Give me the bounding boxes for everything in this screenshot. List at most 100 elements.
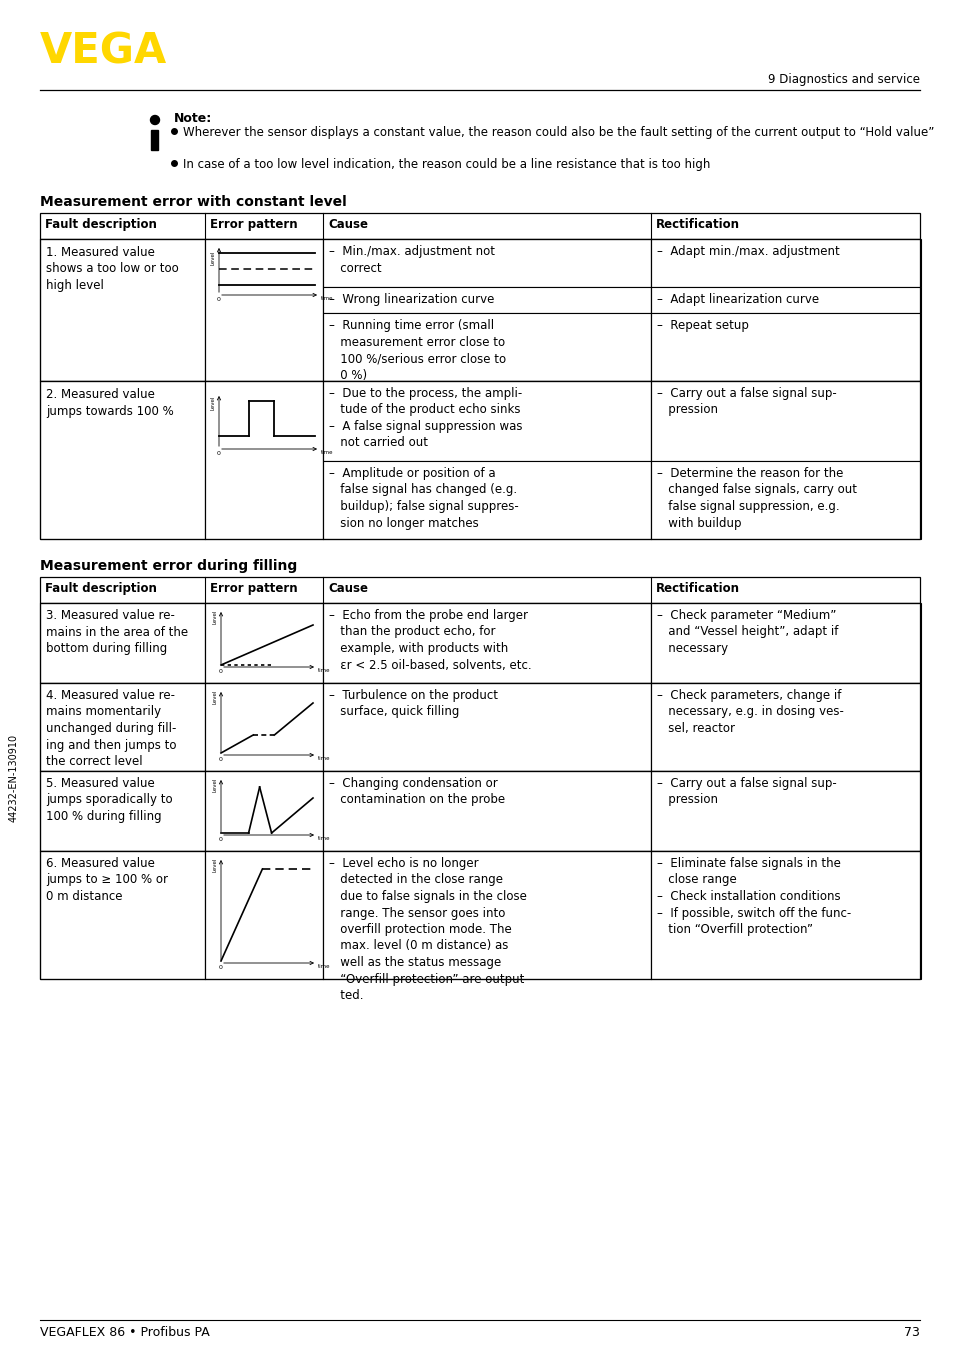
Bar: [205, 380, 323, 539]
Text: VEGA: VEGA: [40, 30, 167, 72]
Text: Level: Level: [213, 779, 218, 792]
Text: Rectification: Rectification: [656, 582, 740, 594]
Text: 0: 0: [217, 297, 221, 302]
Bar: [205, 770, 323, 852]
Text: Level: Level: [213, 858, 218, 872]
Text: time: time: [317, 668, 330, 673]
Text: –  Running time error (small
   measurement error close to
   100 %/serious erro: – Running time error (small measurement …: [329, 320, 506, 382]
Text: VEGAFLEX 86 • Profibus PA: VEGAFLEX 86 • Profibus PA: [40, 1326, 210, 1339]
Bar: [323, 313, 650, 380]
Text: time: time: [320, 450, 334, 455]
Bar: [650, 682, 920, 770]
Text: Fault description: Fault description: [45, 582, 156, 594]
Bar: [40, 240, 919, 380]
Bar: [650, 770, 920, 852]
Text: –  Adapt min./max. adjustment: – Adapt min./max. adjustment: [657, 245, 839, 259]
Text: Cause: Cause: [328, 582, 368, 594]
Bar: [650, 240, 920, 287]
Text: 73: 73: [903, 1326, 919, 1339]
Bar: [40, 682, 205, 770]
Text: Error pattern: Error pattern: [210, 582, 297, 594]
Bar: [205, 682, 323, 770]
Text: 4. Measured value re-
mains momentarily
unchanged during fill-
ing and then jump: 4. Measured value re- mains momentarily …: [46, 689, 176, 768]
Text: time: time: [317, 964, 330, 969]
Text: –  Carry out a false signal sup-
   pression: – Carry out a false signal sup- pression: [657, 777, 836, 807]
Bar: [650, 287, 920, 313]
Bar: [40, 603, 919, 682]
Bar: [323, 380, 650, 460]
Bar: [323, 240, 650, 287]
Text: Measurement error with constant level: Measurement error with constant level: [40, 195, 346, 209]
Text: Cause: Cause: [328, 218, 368, 232]
Text: 0: 0: [219, 837, 223, 842]
Text: 0: 0: [219, 965, 223, 969]
Bar: [650, 852, 920, 979]
Text: In case of a too low level indication, the reason could be a line resistance tha: In case of a too low level indication, t…: [183, 158, 710, 171]
Text: Note:: Note:: [173, 112, 212, 125]
Bar: [40, 577, 919, 603]
Bar: [650, 460, 920, 539]
Bar: [40, 240, 205, 380]
Text: 3. Measured value re-
mains in the area of the
bottom during filling: 3. Measured value re- mains in the area …: [46, 609, 188, 655]
Bar: [205, 603, 323, 682]
Bar: [323, 770, 650, 852]
Text: –  Due to the process, the ampli-
   tude of the product echo sinks
–  A false s: – Due to the process, the ampli- tude of…: [329, 387, 522, 450]
Bar: [40, 770, 919, 852]
Bar: [40, 213, 919, 240]
Text: –  Eliminate false signals in the
   close range
–  Check installation condition: – Eliminate false signals in the close r…: [657, 857, 850, 936]
Text: –  Check parameter “Medium”
   and “Vessel height”, adapt if
   necessary: – Check parameter “Medium” and “Vessel h…: [657, 609, 838, 655]
Text: Rectification: Rectification: [656, 218, 740, 232]
Bar: [205, 240, 323, 380]
Text: –  Repeat setup: – Repeat setup: [657, 320, 748, 332]
Text: –  Changing condensation or
   contamination on the probe: – Changing condensation or contamination…: [329, 777, 504, 807]
Text: Wherever the sensor displays a constant value, the reason could also be the faul: Wherever the sensor displays a constant …: [183, 126, 933, 139]
Text: –  Check parameters, change if
   necessary, e.g. in dosing ves-
   sel, reactor: – Check parameters, change if necessary,…: [657, 689, 843, 735]
Text: time: time: [317, 756, 330, 761]
Bar: [40, 603, 205, 682]
Text: 44232-EN-130910: 44232-EN-130910: [9, 734, 19, 822]
Circle shape: [151, 115, 159, 125]
Bar: [323, 287, 650, 313]
Text: time: time: [320, 297, 334, 301]
Bar: [40, 852, 919, 979]
Text: 0: 0: [219, 757, 223, 762]
Bar: [650, 380, 920, 460]
Text: –  Determine the reason for the
   changed false signals, carry out
   false sig: – Determine the reason for the changed f…: [657, 467, 856, 529]
Text: –  Wrong linearization curve: – Wrong linearization curve: [329, 292, 494, 306]
Text: 5. Measured value
jumps sporadically to
100 % during filling: 5. Measured value jumps sporadically to …: [46, 777, 172, 823]
Bar: [323, 460, 650, 539]
Text: –  Adapt linearization curve: – Adapt linearization curve: [657, 292, 819, 306]
Bar: [40, 380, 205, 539]
Bar: [323, 852, 650, 979]
Bar: [40, 852, 205, 979]
Text: 2. Measured value
jumps towards 100 %: 2. Measured value jumps towards 100 %: [46, 389, 173, 417]
Text: Level: Level: [213, 691, 218, 704]
Text: –  Amplitude or position of a
   false signal has changed (e.g.
   buildup); fal: – Amplitude or position of a false signa…: [329, 467, 518, 529]
Text: –  Turbulence on the product
   surface, quick filling: – Turbulence on the product surface, qui…: [329, 689, 497, 719]
Text: Level: Level: [211, 395, 215, 410]
Text: Measurement error during filling: Measurement error during filling: [40, 559, 297, 573]
Text: 0: 0: [217, 451, 221, 456]
Text: time: time: [317, 835, 330, 841]
Text: Error pattern: Error pattern: [210, 218, 297, 232]
Bar: [323, 603, 650, 682]
Text: 0: 0: [219, 669, 223, 674]
Bar: [650, 603, 920, 682]
Text: Level: Level: [213, 611, 218, 624]
Text: 6. Measured value
jumps to ≥ 100 % or
0 m distance: 6. Measured value jumps to ≥ 100 % or 0 …: [46, 857, 168, 903]
Text: Level: Level: [211, 250, 215, 265]
Text: –  Min./max. adjustment not
   correct: – Min./max. adjustment not correct: [329, 245, 495, 275]
Bar: [323, 682, 650, 770]
Bar: [40, 770, 205, 852]
Text: Fault description: Fault description: [45, 218, 156, 232]
Bar: [40, 682, 919, 770]
Text: –  Echo from the probe end larger
   than the product echo, for
   example, with: – Echo from the probe end larger than th…: [329, 609, 531, 672]
Bar: [152, 130, 158, 150]
Text: 9 Diagnostics and service: 9 Diagnostics and service: [767, 73, 919, 87]
Bar: [205, 852, 323, 979]
Text: 1. Measured value
shows a too low or too
high level: 1. Measured value shows a too low or too…: [46, 246, 178, 292]
Bar: [650, 313, 920, 380]
Text: –  Carry out a false signal sup-
   pression: – Carry out a false signal sup- pression: [657, 387, 836, 417]
Text: –  Level echo is no longer
   detected in the close range
   due to false signal: – Level echo is no longer detected in th…: [329, 857, 528, 1002]
Bar: [40, 380, 919, 539]
